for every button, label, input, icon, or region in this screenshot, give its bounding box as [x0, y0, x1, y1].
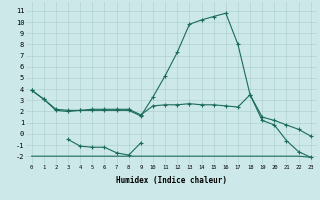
X-axis label: Humidex (Indice chaleur): Humidex (Indice chaleur): [116, 176, 227, 185]
